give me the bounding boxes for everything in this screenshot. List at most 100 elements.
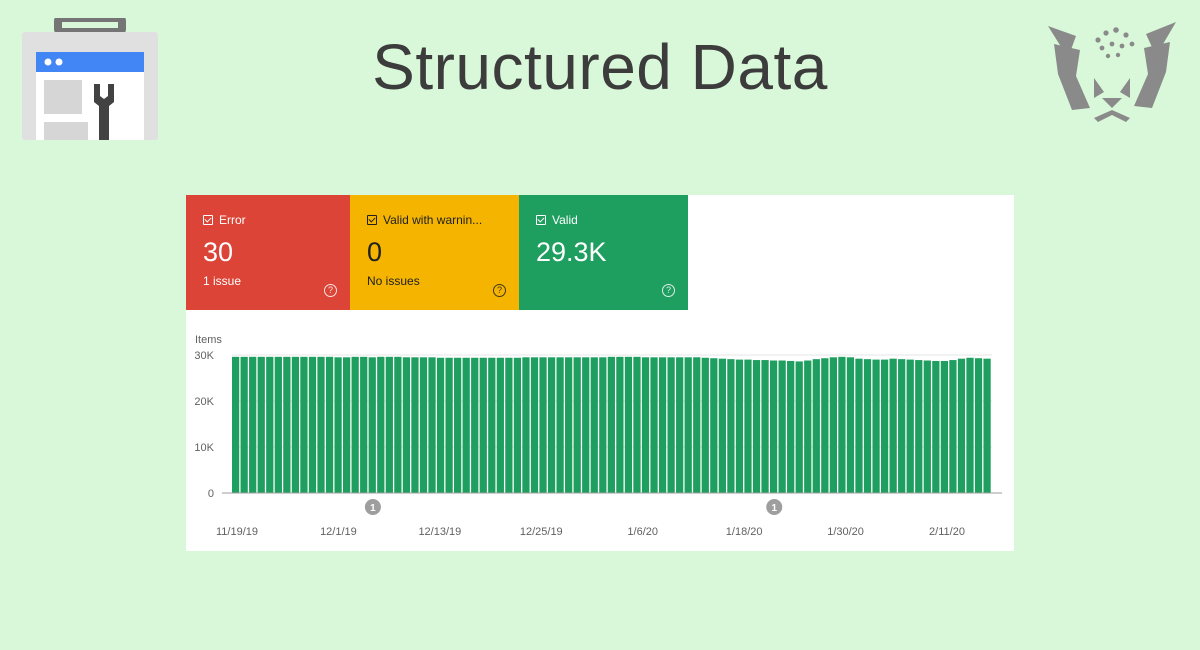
bar[interactable] xyxy=(368,357,376,493)
bar[interactable] xyxy=(488,357,496,493)
bar[interactable] xyxy=(462,357,470,493)
bar[interactable] xyxy=(308,356,317,493)
bar[interactable] xyxy=(547,357,556,493)
bar[interactable] xyxy=(983,358,991,493)
bar[interactable] xyxy=(274,356,282,493)
bar[interactable] xyxy=(932,360,940,493)
bar[interactable] xyxy=(923,360,931,493)
bar[interactable] xyxy=(496,357,504,493)
bar[interactable] xyxy=(624,356,633,493)
bar[interactable] xyxy=(667,357,675,493)
annotation-marker[interactable] xyxy=(766,499,783,515)
bar[interactable] xyxy=(949,360,957,493)
bar[interactable] xyxy=(804,360,812,493)
help-icon[interactable]: ? xyxy=(493,284,506,297)
bar[interactable] xyxy=(565,357,573,493)
bar[interactable] xyxy=(676,357,684,493)
bar[interactable] xyxy=(795,361,803,493)
bar[interactable] xyxy=(445,357,453,493)
bar[interactable] xyxy=(744,359,752,493)
bar[interactable] xyxy=(974,358,983,493)
bar[interactable] xyxy=(402,357,411,493)
bar[interactable] xyxy=(684,357,692,493)
bar[interactable] xyxy=(778,360,786,493)
bar[interactable] xyxy=(838,356,846,493)
bar[interactable] xyxy=(906,359,914,493)
valid-card[interactable]: Valid 29.3K ? xyxy=(519,195,688,310)
valid-checkbox-icon[interactable] xyxy=(536,215,546,225)
bar[interactable] xyxy=(411,357,419,493)
bar[interactable] xyxy=(385,356,393,493)
error-card[interactable]: Error 30 1 issue ? xyxy=(186,195,350,310)
bar[interactable] xyxy=(513,357,522,493)
bar[interactable] xyxy=(658,357,667,493)
bar[interactable] xyxy=(761,360,769,493)
bar[interactable] xyxy=(727,359,735,493)
bar[interactable] xyxy=(693,357,701,493)
bar[interactable] xyxy=(351,356,359,493)
bar[interactable] xyxy=(240,356,248,493)
bar[interactable] xyxy=(607,356,615,493)
bar[interactable] xyxy=(590,357,598,493)
bar[interactable] xyxy=(317,356,325,493)
bar[interactable] xyxy=(752,360,761,493)
bar[interactable] xyxy=(889,358,897,493)
bar[interactable] xyxy=(291,356,300,493)
error-checkbox-icon[interactable] xyxy=(203,215,213,225)
bar[interactable] xyxy=(419,357,428,493)
bar[interactable] xyxy=(718,358,726,493)
bar[interactable] xyxy=(573,357,581,493)
bar[interactable] xyxy=(787,360,795,493)
bar[interactable] xyxy=(377,356,385,493)
bar[interactable] xyxy=(915,360,923,493)
bar[interactable] xyxy=(735,359,744,493)
bar[interactable] xyxy=(505,357,513,493)
bar[interactable] xyxy=(428,357,436,493)
bar[interactable] xyxy=(966,357,974,493)
help-icon[interactable]: ? xyxy=(324,284,337,297)
bar[interactable] xyxy=(530,357,539,493)
bar[interactable] xyxy=(266,356,274,493)
bar[interactable] xyxy=(334,357,342,493)
bar[interactable] xyxy=(249,356,257,493)
bar[interactable] xyxy=(633,356,641,493)
bar[interactable] xyxy=(325,356,334,493)
bar[interactable] xyxy=(283,356,291,493)
bar[interactable] xyxy=(650,357,658,493)
bar[interactable] xyxy=(257,356,265,493)
bar[interactable] xyxy=(343,357,351,493)
bar[interactable] xyxy=(898,359,906,493)
bar[interactable] xyxy=(522,357,530,493)
bar[interactable] xyxy=(232,356,240,493)
bar[interactable] xyxy=(360,356,368,493)
bar[interactable] xyxy=(846,357,855,493)
warning-checkbox-icon[interactable] xyxy=(367,215,377,225)
bar[interactable] xyxy=(479,357,487,493)
bar[interactable] xyxy=(812,359,820,493)
bar[interactable] xyxy=(641,357,650,493)
warning-card[interactable]: Valid with warnin... 0 No issues ? xyxy=(350,195,519,310)
annotation-marker[interactable] xyxy=(364,499,381,515)
bar[interactable] xyxy=(855,358,863,493)
bar[interactable] xyxy=(821,358,829,493)
bar[interactable] xyxy=(582,357,590,493)
bar[interactable] xyxy=(539,357,547,493)
bar[interactable] xyxy=(872,359,880,493)
bar[interactable] xyxy=(829,357,837,493)
bar[interactable] xyxy=(957,358,966,493)
bar[interactable] xyxy=(556,357,564,493)
bar[interactable] xyxy=(701,357,709,493)
bar[interactable] xyxy=(769,360,778,493)
bar[interactable] xyxy=(454,357,462,493)
bar[interactable] xyxy=(940,360,949,493)
bar[interactable] xyxy=(471,357,479,493)
bar[interactable] xyxy=(394,356,402,493)
bar[interactable] xyxy=(710,358,718,493)
bar[interactable] xyxy=(863,359,872,493)
bar[interactable] xyxy=(300,356,308,493)
bar[interactable] xyxy=(880,359,889,493)
bar[interactable] xyxy=(616,356,624,493)
help-icon[interactable]: ? xyxy=(662,284,675,297)
bar[interactable] xyxy=(436,357,445,493)
bar[interactable] xyxy=(599,357,607,493)
